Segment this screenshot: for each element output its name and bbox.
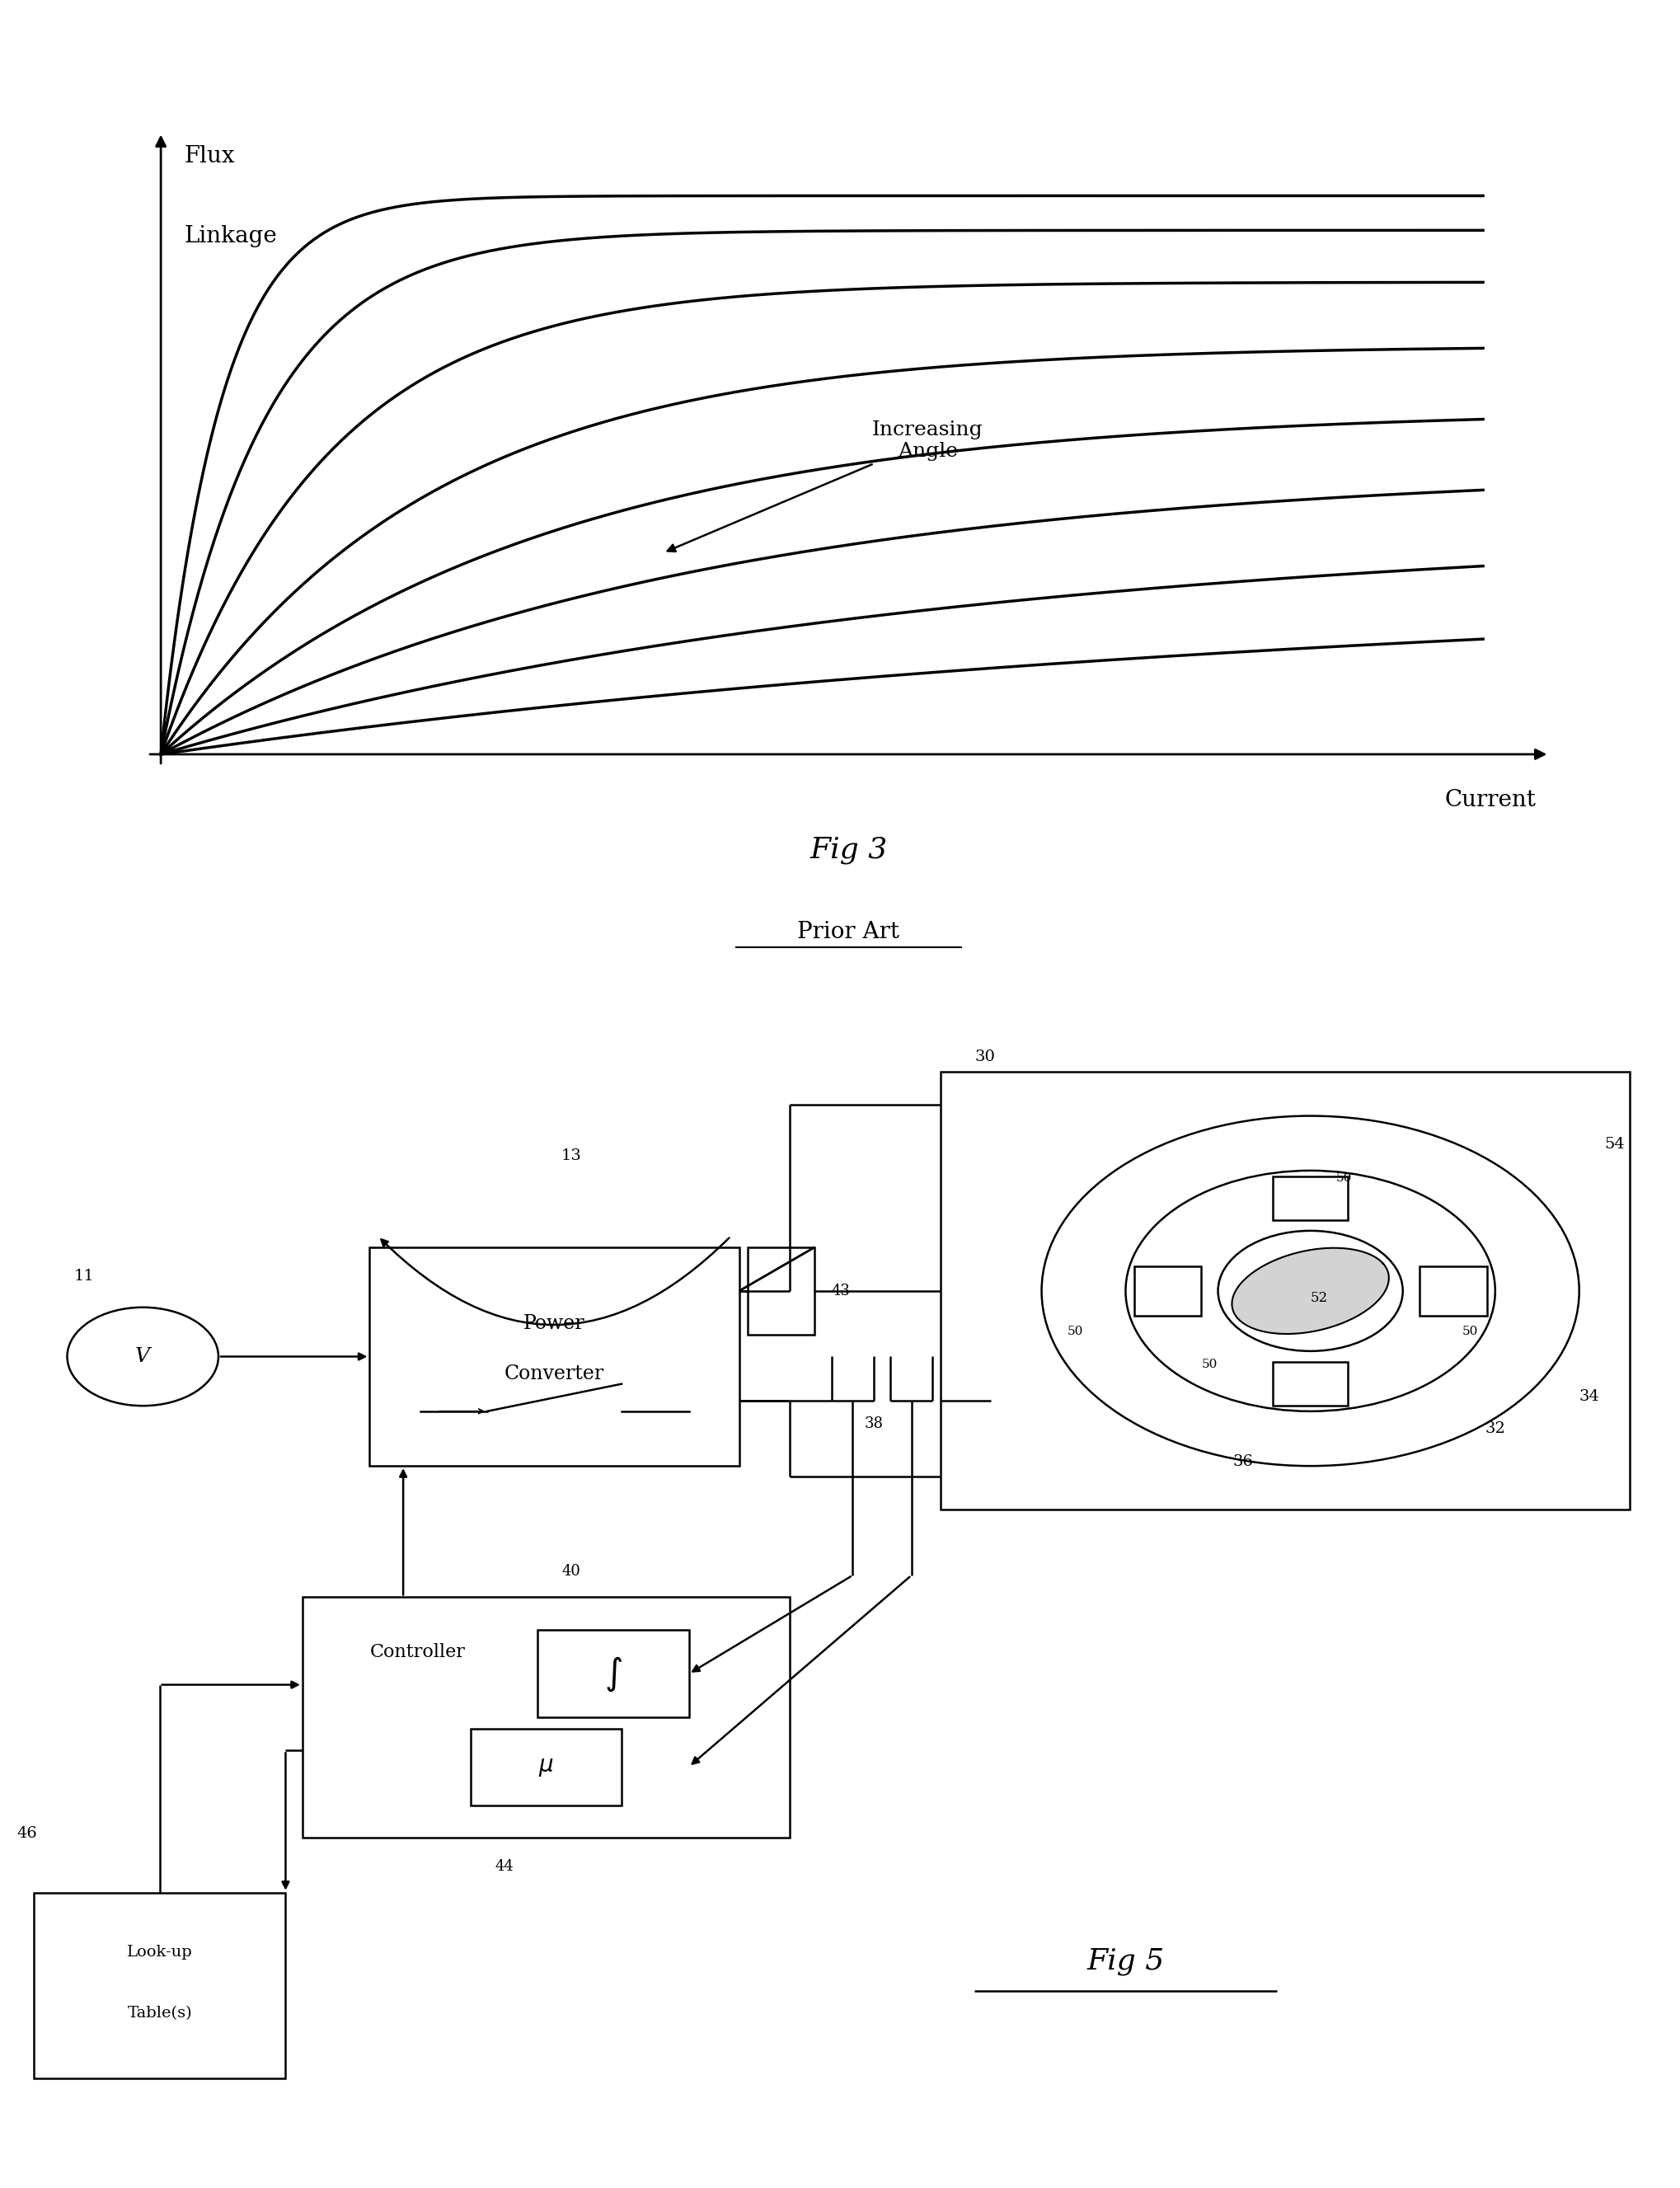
Bar [1272,1175,1347,1219]
Text: Power: Power [524,1315,585,1332]
Text: 40: 40 [561,1564,581,1580]
Text: Fig 3: Fig 3 [810,836,887,864]
Text: Table(s): Table(s) [128,2006,192,2022]
Bar [34,1893,286,2079]
Text: $\int$: $\int$ [605,1654,622,1694]
Text: Fig 5: Fig 5 [1087,1947,1164,1976]
Text: Flux: Flux [185,144,235,166]
Text: 38: 38 [864,1416,884,1431]
Text: 36: 36 [1233,1455,1253,1470]
Text: Prior Art: Prior Art [798,921,899,943]
Text: 46: 46 [17,1827,37,1842]
Bar [1272,1361,1347,1405]
Text: 30: 30 [974,1050,995,1066]
Text: 43: 43 [832,1284,850,1297]
Text: $\mu$: $\mu$ [538,1755,554,1779]
Bar [302,1597,790,1838]
Text: Increasing
Angle: Increasing Angle [667,420,983,551]
Text: Converter: Converter [504,1365,605,1383]
Text: 11: 11 [74,1269,94,1284]
Bar [941,1072,1630,1510]
Text: Current: Current [1445,790,1536,812]
Text: 50: 50 [1336,1173,1352,1184]
Text: 13: 13 [561,1149,581,1164]
Text: 34: 34 [1579,1389,1599,1405]
Text: 52: 52 [1310,1291,1327,1306]
Text: Controller: Controller [370,1643,465,1661]
Bar [370,1247,739,1466]
Text: 50: 50 [1462,1326,1478,1337]
Circle shape [1218,1230,1403,1350]
Text: V: V [136,1348,150,1365]
Text: 32: 32 [1485,1422,1505,1438]
Bar [748,1247,815,1335]
Text: Look-up: Look-up [126,1945,193,1960]
Text: 44: 44 [494,1860,514,1875]
Text: 54: 54 [1604,1138,1625,1153]
Bar [538,1630,689,1718]
Bar [1134,1267,1201,1315]
Text: 50: 50 [1201,1359,1218,1370]
Text: Linkage: Linkage [185,225,277,247]
Bar [470,1729,622,1805]
Polygon shape [1231,1247,1389,1335]
Text: 50: 50 [1067,1326,1084,1337]
Bar [1420,1267,1487,1315]
